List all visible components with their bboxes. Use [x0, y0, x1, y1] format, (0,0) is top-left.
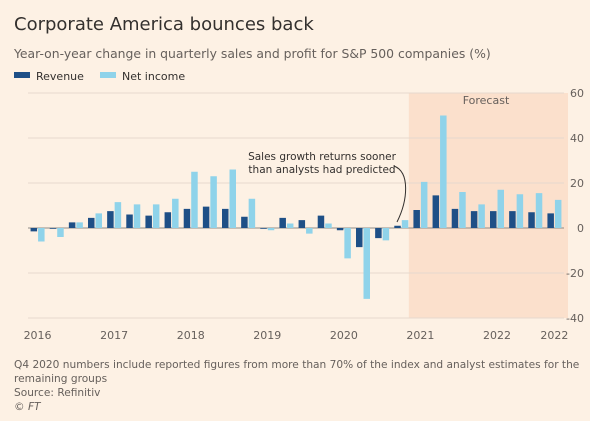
bar-net-income-9 [191, 171, 198, 228]
bar-revenue-5 [107, 211, 114, 228]
bar-revenue-27 [528, 212, 535, 228]
bar-net-income-2 [57, 228, 64, 237]
bar-revenue-6 [126, 214, 133, 228]
bar-net-income-10 [210, 176, 217, 228]
legend-swatch-revenue [14, 72, 30, 78]
bar-revenue-12 [241, 216, 248, 228]
bar-revenue-15 [298, 220, 306, 228]
bar-revenue-11 [222, 208, 229, 228]
bar-net-income-17 [344, 228, 351, 259]
x-tick-label: 2019 [253, 329, 281, 342]
bar-revenue-1 [30, 228, 38, 232]
chart-title: Corporate America bounces back [14, 14, 314, 35]
x-tick-label: 2018 [177, 329, 205, 342]
forecast-label: Forecast [463, 94, 510, 107]
bar-net-income-24 [478, 204, 485, 228]
bar-revenue-23 [451, 208, 459, 228]
bar-net-income-27 [535, 193, 543, 228]
bar-net-income-28 [554, 199, 562, 228]
bar-revenue-9 [183, 208, 191, 228]
bar-net-income-3 [76, 222, 83, 228]
bar-net-income-16 [325, 223, 332, 228]
bar-net-income-22 [440, 115, 447, 228]
bar-net-income-25 [497, 189, 504, 228]
legend-label-net-income: Net income [122, 70, 185, 83]
bar-net-income-15 [306, 228, 313, 234]
bar-net-income-14 [286, 223, 294, 228]
bar-net-income-18 [363, 228, 370, 299]
bar-revenue-28 [547, 213, 554, 228]
y-tick-label: -40 [566, 312, 584, 325]
bar-revenue-20 [394, 225, 401, 228]
chart-subtitle: Year-on-year change in quarterly sales a… [13, 46, 491, 61]
bar-revenue-17 [336, 228, 344, 231]
footnote-line-1: Q4 2020 numbers include reported figures… [14, 359, 579, 371]
bar-net-income-12 [248, 198, 256, 228]
bar-revenue-25 [490, 211, 497, 228]
bar-revenue-22 [432, 195, 440, 228]
y-tick-label: -20 [566, 267, 584, 280]
annotation-line-2: than analysts had predicted [248, 164, 395, 176]
y-tick-label: 40 [570, 132, 584, 145]
bar-revenue-8 [164, 212, 172, 228]
bar-revenue-3 [68, 222, 76, 228]
x-tick-label: 2020 [330, 329, 358, 342]
y-tick-label: 60 [570, 87, 584, 100]
bar-revenue-10 [202, 206, 210, 228]
bar-net-income-19 [382, 228, 390, 241]
bar-net-income-1 [38, 228, 45, 242]
source-text: Source: Refinitiv [14, 387, 100, 399]
bar-revenue-13 [260, 228, 267, 229]
bar-revenue-7 [145, 215, 152, 228]
bar-revenue-4 [88, 217, 95, 228]
ft-credit: © FT [14, 401, 42, 413]
x-tick-label: 2022 [483, 329, 511, 342]
bar-net-income-20 [401, 220, 409, 228]
x-tick-label: 2017 [100, 329, 128, 342]
x-tick-label: 2016 [24, 329, 52, 342]
annotation-line-1: Sales growth returns sooner [248, 151, 397, 163]
bar-net-income-13 [267, 228, 275, 231]
bar-revenue-14 [279, 217, 286, 228]
y-tick-label: 0 [577, 222, 584, 235]
y-tick-label: 20 [570, 177, 584, 190]
bar-revenue-16 [317, 215, 325, 228]
bar-revenue-26 [509, 211, 516, 228]
bar-net-income-7 [152, 204, 160, 228]
bar-revenue-18 [356, 228, 363, 248]
x-tick-label: 2022 [540, 329, 568, 342]
bar-net-income-26 [516, 194, 524, 228]
bar-net-income-6 [133, 204, 141, 228]
bar-revenue-19 [375, 228, 382, 239]
annotation-arrow [393, 165, 407, 223]
bar-net-income-4 [95, 213, 102, 228]
bar-net-income-8 [172, 198, 179, 228]
bar-revenue-21 [413, 210, 420, 228]
legend-swatch-net-income [100, 72, 116, 78]
bar-net-income-21 [420, 181, 428, 228]
x-tick-label: 2021 [406, 329, 434, 342]
legend-label-revenue: Revenue [36, 70, 84, 83]
footnote-line-2: remaining groups [14, 373, 107, 385]
bar-net-income-11 [229, 169, 236, 228]
bar-net-income-23 [459, 192, 466, 228]
bar-revenue-24 [470, 211, 478, 228]
bar-revenue-2 [49, 228, 57, 229]
bar-net-income-5 [114, 202, 122, 228]
